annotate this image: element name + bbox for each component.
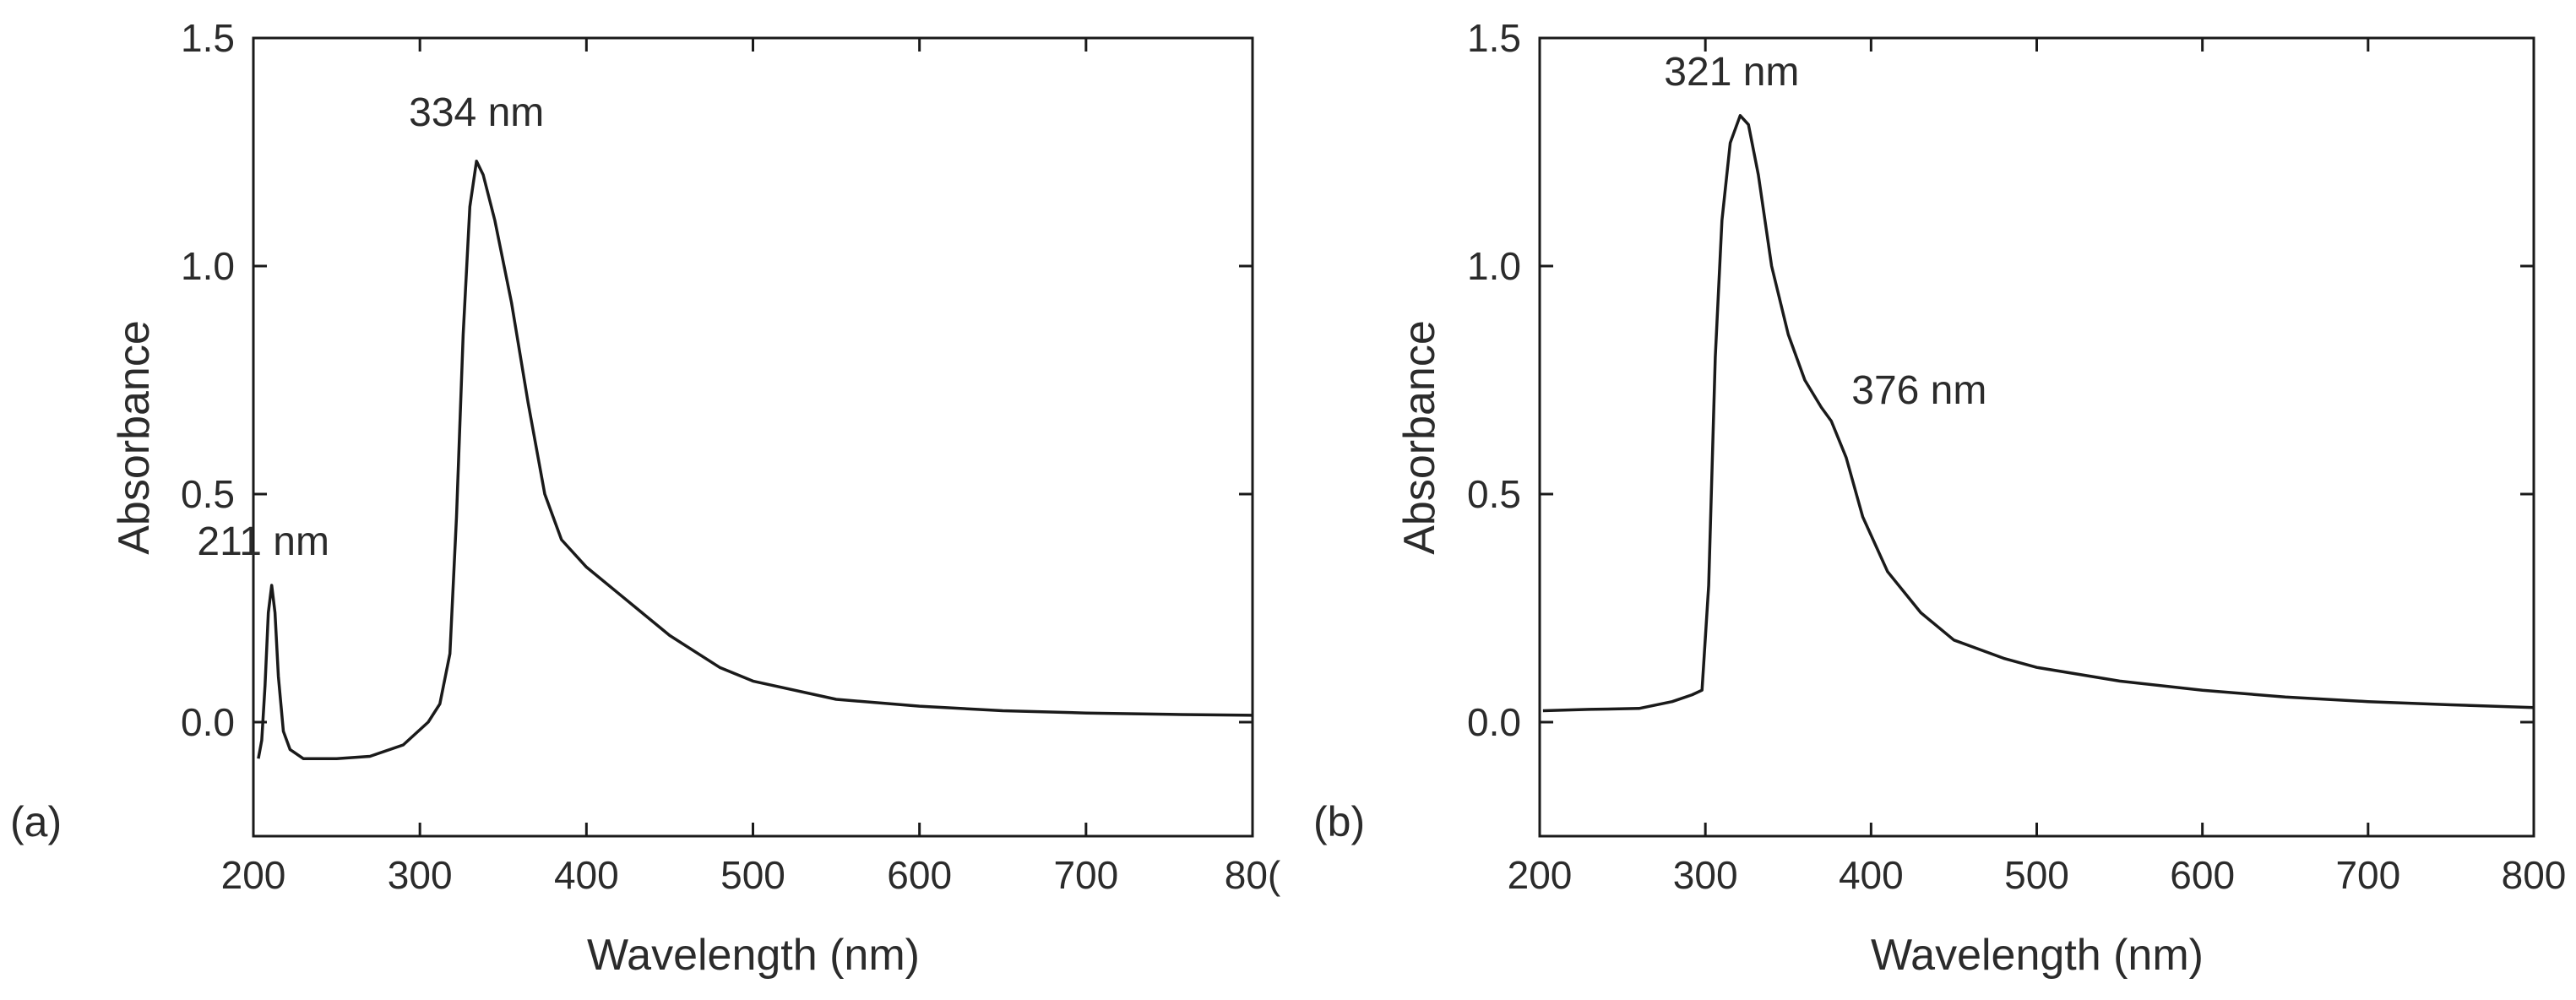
y-tick-label: 1.5 [181,16,235,60]
x-tick-label: 500 [720,853,785,897]
x-tick-label: 200 [1508,853,1573,897]
panel-label-b: (b) [1313,798,1365,845]
x-tick-label: 600 [887,853,952,897]
chart-a: 200 300 400 500 600 700 80( 0.0 0.5 1.0 1.5 211 nm… [10,16,1281,980]
spectrum-line-b [1542,114,2535,713]
x-tick-label: 700 [2335,853,2400,897]
x-axis-title-b: Wavelength (nm) [1871,931,2204,980]
y-axis-title-b: Absorbance [1395,320,1444,555]
x-axis-title-a: Wavelength (nm) [587,931,920,980]
peak-annotation: 321 nm [1664,50,1799,95]
y-tick-label: 0.0 [181,700,235,744]
x-tick-label: 200 [221,853,286,897]
x-tick-label: 500 [2004,853,2069,897]
spectrum-line-a [257,160,1253,760]
y-tick-label: 1.5 [1467,16,1521,60]
plot-frame-b [1538,36,2535,838]
y-axis-title-a: Absorbance [110,320,159,555]
plot-frame-a [252,36,1254,838]
x-tick-label: 800 [2502,853,2567,897]
x-tick-label: 300 [388,853,453,897]
y-tick-label: 0.5 [1467,472,1521,516]
y-tick-label: 1.0 [1467,244,1521,288]
peak-annotation: 211 nm [197,519,329,564]
panel-label-a: (a) [10,798,62,845]
peak-annotation: 376 nm [1851,368,1986,413]
x-tick-label: 300 [1673,853,1738,897]
y-tick-label: 1.0 [181,244,235,288]
chart-b: 200 300 400 500 600 700 800 0.0 0.5 1.0 1.5 321 nm… [1313,16,2566,980]
x-tick-label: 80( [1225,853,1281,897]
y-tick-label: 0.0 [1467,700,1521,744]
x-tick-label: 400 [554,853,619,897]
y-tick-label: 0.5 [181,472,235,516]
x-tick-label: 700 [1053,853,1118,897]
x-tick-label: 400 [1839,853,1904,897]
peak-annotation: 334 nm [409,90,544,135]
x-tick-label: 600 [2170,853,2235,897]
